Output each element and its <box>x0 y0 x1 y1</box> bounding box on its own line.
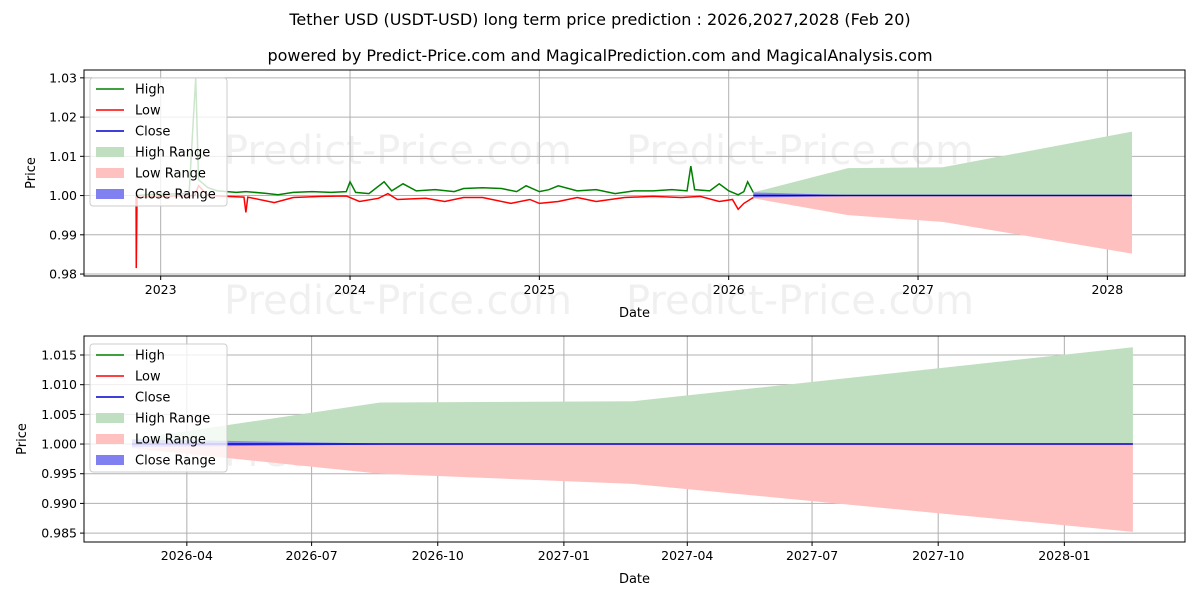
x-tick-label: 2024 <box>334 282 366 297</box>
legend-swatch-patch <box>96 413 124 423</box>
legend-box <box>89 77 228 207</box>
y-tick-label: 0.990 <box>41 496 77 511</box>
legend: High Low Close High Range Low Range Close Ran… <box>89 77 228 207</box>
legend-label: High <box>135 83 165 98</box>
legend-label: Close Range <box>135 454 216 469</box>
y-tick-label: 0.98 <box>49 267 77 282</box>
legend-box <box>89 343 228 473</box>
y-tick-label: 1.000 <box>41 437 77 452</box>
y-axis-label: Price <box>24 157 39 189</box>
y-tick-label: 1.010 <box>41 377 77 392</box>
legend-label: High Range <box>135 412 210 427</box>
legend-swatch-patch <box>96 455 124 465</box>
high-range-area <box>131 347 1133 445</box>
y-axis-label: Price <box>15 423 30 455</box>
watermark: Predict-Price.com <box>626 128 974 174</box>
axes-frame <box>83 69 1186 277</box>
legend-label: Low Range <box>135 167 206 182</box>
legend-label: Close <box>135 125 170 140</box>
low-range-area <box>753 195 1132 254</box>
legend-label: High <box>135 349 165 364</box>
axes-frame <box>83 335 1186 543</box>
y-tick-label: 1.015 <box>41 347 77 362</box>
watermark: Predict-Price.com <box>224 278 572 324</box>
x-tick-label: 2026-07 <box>285 548 337 563</box>
x-tick-label: 2027-01 <box>538 548 590 563</box>
x-tick-label: 2028-01 <box>1038 548 1090 563</box>
legend-swatch-patch <box>96 189 124 199</box>
y-tick-label: 1.005 <box>41 407 77 422</box>
high-range-area <box>753 131 1132 196</box>
x-tick-label: 2027 <box>902 282 934 297</box>
x-axis-label: Date <box>619 572 650 587</box>
y-tick-label: 1.02 <box>49 110 77 125</box>
y-tick-label: 0.99 <box>49 227 77 242</box>
y-tick-label: 1.01 <box>49 149 77 164</box>
watermark: Predict-Price.com <box>224 128 572 174</box>
chart-subtitle: powered by Predict-Price.com and Magical… <box>267 46 933 65</box>
legend-label: Low <box>135 370 161 385</box>
x-axis-label: Date <box>619 306 650 321</box>
x-tick-label: 2026 <box>713 282 745 297</box>
low-line <box>135 184 754 269</box>
x-tick-label: 2023 <box>145 282 177 297</box>
legend-label: Close Range <box>135 188 216 203</box>
low-range-area <box>131 444 1133 532</box>
y-tick-label: 1.00 <box>49 188 77 203</box>
x-tick-label: 2027-07 <box>786 548 838 563</box>
legend-label: Close <box>135 391 170 406</box>
watermark: Predict-Price.com <box>626 278 974 324</box>
x-tick-label: 2027-04 <box>661 548 713 563</box>
legend-swatch-patch <box>96 168 124 178</box>
x-tick-label: 2027-10 <box>912 548 964 563</box>
legend: High Low Close High Range Low Range Close Ran… <box>89 343 228 473</box>
x-tick-label: 2028 <box>1091 282 1123 297</box>
legend-label: High Range <box>135 146 210 161</box>
x-tick-label: 2026-04 <box>161 548 213 563</box>
legend-swatch-patch <box>96 147 124 157</box>
y-tick-label: 0.985 <box>41 526 77 541</box>
legend-label: Low Range <box>135 433 206 448</box>
high-line <box>136 77 754 197</box>
x-tick-label: 2026-10 <box>412 548 464 563</box>
panel-2: Predict-Price.comPredict-Price.com2026-0… <box>15 335 1186 587</box>
y-tick-label: 1.03 <box>49 70 77 85</box>
y-tick-label: 0.995 <box>41 466 77 481</box>
x-tick-label: 2025 <box>523 282 555 297</box>
legend-swatch-patch <box>96 434 124 444</box>
panel-1: Predict-Price.com Predict-Price.com Predic… <box>24 69 1186 324</box>
legend-label: Low <box>135 104 161 119</box>
chart-title: Tether USD (USDT-USD) long term price pr… <box>289 10 911 29</box>
